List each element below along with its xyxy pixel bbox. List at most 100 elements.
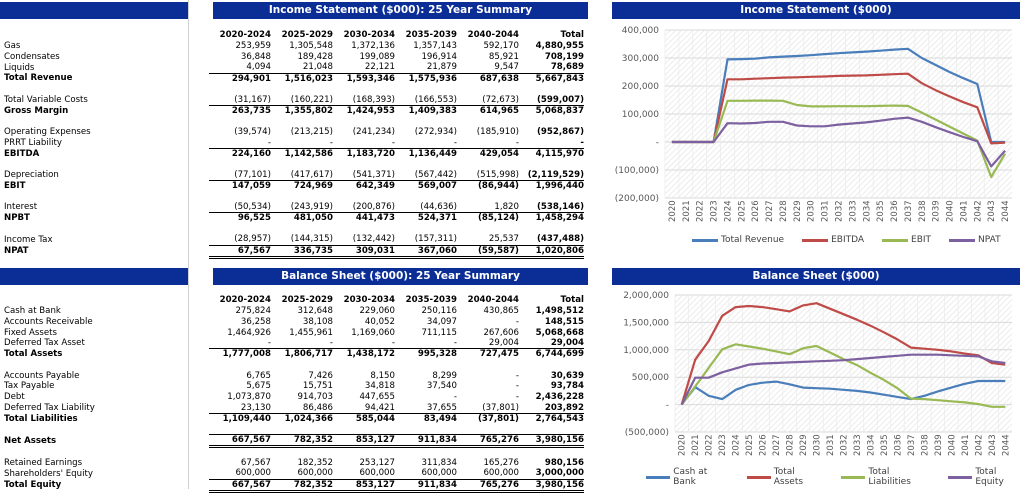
header-spacer [4, 295, 209, 306]
value-cell: 614,965 [457, 104, 519, 116]
value-cell: 8,150 [370, 370, 395, 381]
total-cell: 4,880,955 [535, 41, 584, 52]
row-label: Deferred Tax Asset [4, 338, 85, 349]
value-cell: (185,910) [476, 127, 519, 138]
plot-area [675, 295, 1012, 432]
x-tick-label: 2031 [826, 434, 836, 456]
series-line-npat [671, 116, 1006, 168]
spacer-row [4, 84, 584, 95]
value-cell: 1,024,366 [271, 412, 333, 424]
legend-label: Total Assets [773, 467, 804, 487]
value-cell: 7,426 [308, 370, 333, 381]
legend-item: EBITDA [802, 235, 864, 245]
value-cell: 447,655 [359, 392, 395, 403]
value-cell: (166,553) [414, 94, 457, 105]
value-cell: 29,004 [488, 338, 519, 349]
x-tick-label: 2044 [1001, 200, 1011, 222]
value-cell: (37,801) [482, 402, 519, 413]
x-tick-label: 2027 [765, 200, 775, 222]
row-label: Total Variable Costs [4, 94, 88, 105]
row-label [4, 191, 209, 202]
column-header: 2020-2024 [219, 295, 271, 306]
value-cell: 1,183,720 [333, 147, 395, 159]
y-tick-label: (200,000) [615, 194, 659, 204]
value-cell: 199,089 [359, 51, 395, 62]
total-cell [519, 447, 584, 458]
table-row: Total Equity 667,567 782,352 853,127 911,834… [4, 478, 584, 493]
row-label: Fixed Assets [4, 327, 57, 338]
column-divider [188, 0, 189, 489]
total-cell [519, 424, 584, 435]
total-cell: 2,764,543 [519, 412, 584, 424]
value-cell: 40,052 [364, 316, 395, 327]
value-cell: 85,921 [488, 51, 519, 62]
value-cell [271, 84, 333, 95]
value-cell: 229,060 [359, 306, 395, 317]
table-row: Operating Expenses (39,574) (213,215) (241,… [4, 127, 584, 138]
row-label [4, 224, 209, 235]
value-cell [209, 159, 271, 170]
value-cell [333, 191, 395, 202]
table-row: Fixed Assets 1,464,926 1,455,961 1,169,060 7… [4, 327, 584, 338]
value-cell: (541,371) [352, 169, 395, 180]
row-label: Deferred Tax Liability [4, 402, 95, 413]
x-tick-label: 2034 [866, 434, 876, 456]
y-tick-label: (500,000) [625, 428, 669, 438]
value-cell: 1,142,586 [271, 147, 333, 159]
value-cell: - [329, 338, 333, 349]
y-tick-label: - [666, 401, 669, 411]
series-line-ebitda [671, 72, 1006, 145]
total-cell: 1,458,294 [519, 212, 584, 224]
value-cell: (50,534) [234, 202, 271, 213]
table-row: Net Assets 667,567 782,352 853,127 911,834 76… [4, 434, 584, 449]
table-row: Accounts Receivable 36,258 38,108 40,052 34,… [4, 317, 584, 328]
table-row: Gas 253,959 1,305,548 1,372,136 1,357,143 592… [4, 41, 584, 52]
x-tick-label: 2031 [821, 200, 831, 222]
value-cell: - [329, 137, 333, 148]
value-cell: 4,094 [246, 62, 271, 73]
table-row: Total Revenue 294,901 1,516,023 1,593,346 1,… [4, 72, 584, 84]
spacer-row [4, 447, 584, 458]
value-cell: 1,820 [494, 202, 519, 213]
value-cell: 724,969 [271, 180, 333, 192]
total-cell: 4,115,970 [519, 147, 584, 159]
x-tick-label: 2033 [848, 200, 858, 222]
value-cell: (72,673) [482, 94, 519, 105]
x-tick-label: 2025 [737, 200, 747, 222]
value-cell: 429,054 [457, 147, 519, 159]
value-cell: 782,352 [271, 434, 333, 449]
balance-sheet-table: 2020-2024 2025-2029 2030-2034 2035-2039 2040… [4, 295, 584, 493]
row-label: Debt [4, 392, 25, 403]
value-cell: - [453, 392, 457, 403]
table-row: Interest (50,534) (243,919) (200,876) (44,63… [4, 202, 584, 213]
value-cell [333, 116, 395, 127]
value-cell [395, 116, 457, 127]
x-tick-label: 2020 [678, 434, 688, 456]
total-cell: 1,498,512 [535, 306, 584, 317]
balance-chart-title: Balance Sheet ($000) [612, 268, 1020, 285]
x-tick-label: 2021 [691, 434, 701, 456]
value-cell: 37,540 [426, 381, 457, 392]
row-label: Retained Earnings [4, 457, 83, 468]
value-cell [271, 191, 333, 202]
total-cell: (599,007) [537, 94, 584, 105]
x-tick-label: 2022 [696, 200, 706, 222]
value-cell [457, 191, 519, 202]
value-cell: 36,848 [240, 51, 271, 62]
value-cell: 311,834 [421, 457, 457, 468]
value-cell: 182,352 [297, 457, 333, 468]
value-cell: 687,638 [457, 72, 519, 84]
value-cell [395, 191, 457, 202]
y-tick-label: 1,000,000 [623, 346, 669, 356]
value-cell: 765,276 [457, 434, 519, 449]
value-cell [271, 116, 333, 127]
value-cell [395, 424, 457, 435]
x-tick-label: 2027 [772, 434, 782, 456]
table-row: Income Tax (28,957) (144,315) (132,442) (157… [4, 234, 584, 245]
total-cell: 708,199 [544, 51, 584, 62]
legend-item: Cash at Bank [646, 467, 729, 487]
x-tick-label: 2038 [920, 434, 930, 456]
value-cell: 224,160 [209, 147, 271, 159]
value-cell: (44,636) [420, 202, 457, 213]
value-cell: 8,299 [432, 370, 457, 381]
